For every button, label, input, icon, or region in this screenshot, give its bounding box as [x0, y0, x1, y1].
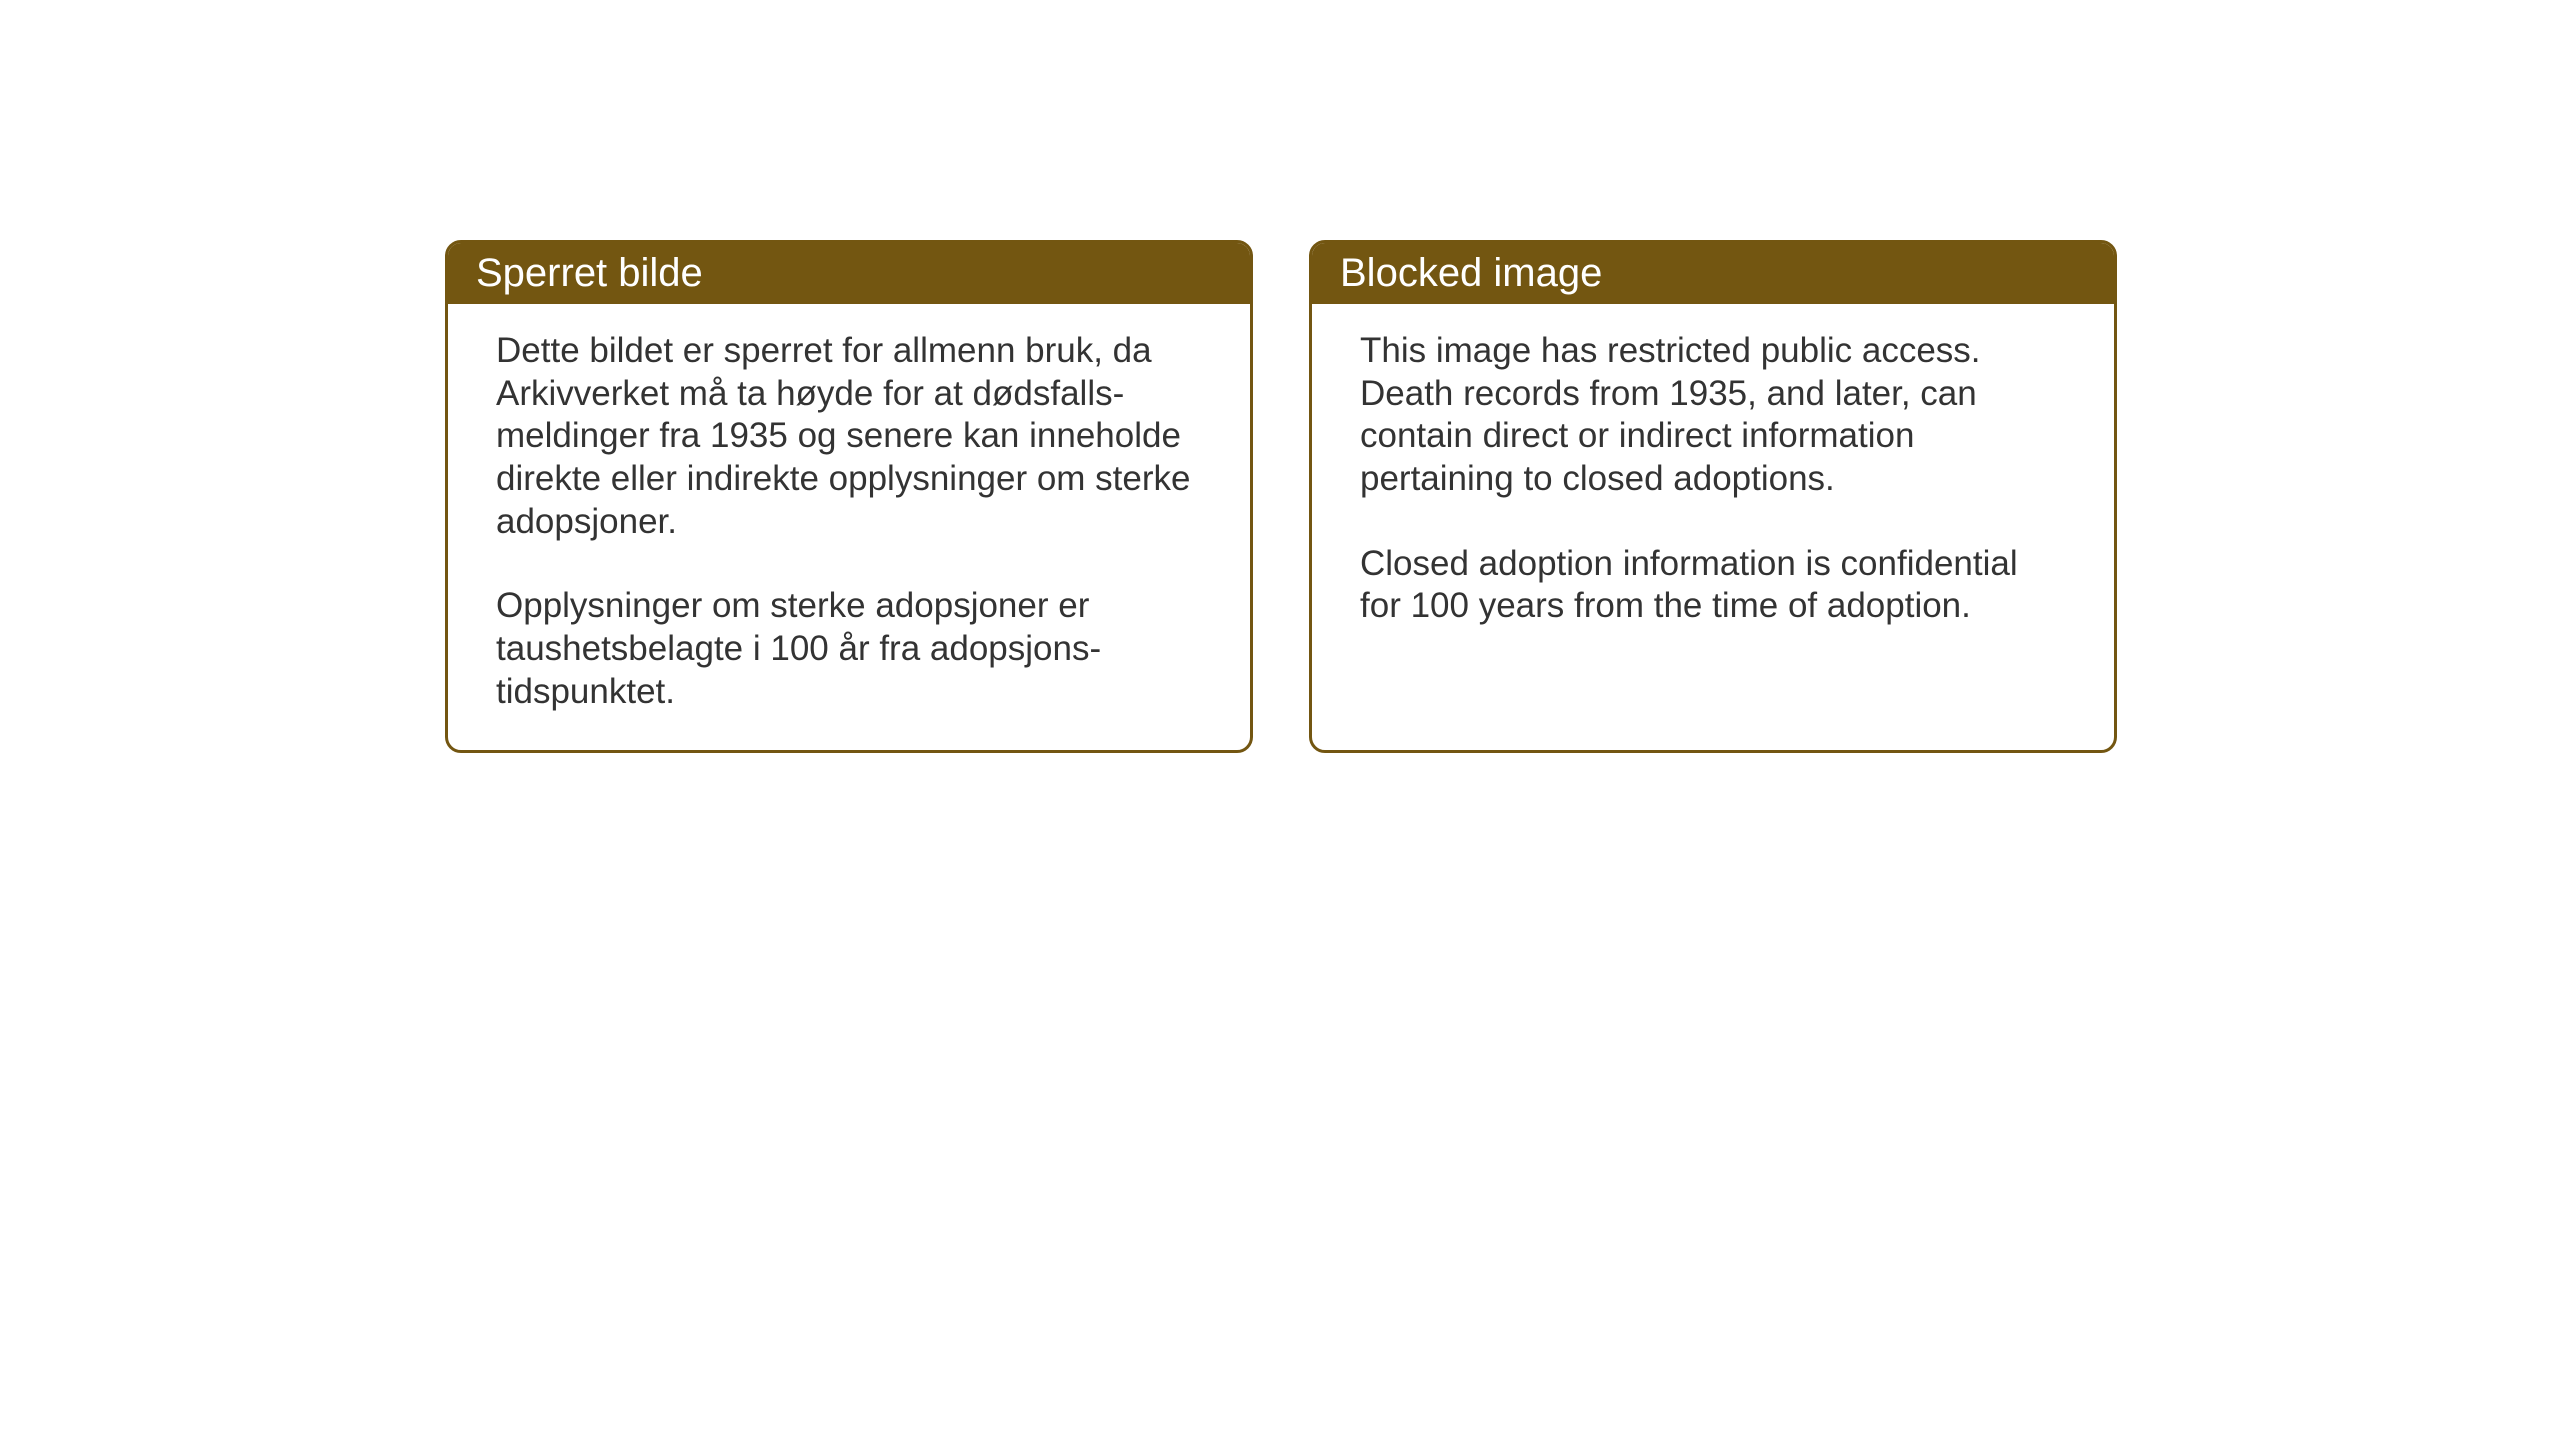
notice-header-norwegian: Sperret bilde: [448, 243, 1250, 304]
notice-paragraph-1-norwegian: Dette bildet er sperret for allmenn bruk…: [496, 330, 1202, 543]
notice-header-english: Blocked image: [1312, 243, 2114, 304]
notices-container: Sperret bilde Dette bildet er sperret fo…: [445, 240, 2560, 753]
notice-box-english: Blocked image This image has restricted …: [1309, 240, 2117, 753]
notice-body-english: This image has restricted public access.…: [1312, 304, 2114, 664]
notice-title-norwegian: Sperret bilde: [476, 251, 703, 295]
notice-title-english: Blocked image: [1340, 251, 1602, 295]
notice-paragraph-1-english: This image has restricted public access.…: [1360, 330, 2066, 501]
notice-body-norwegian: Dette bildet er sperret for allmenn bruk…: [448, 304, 1250, 750]
notice-box-norwegian: Sperret bilde Dette bildet er sperret fo…: [445, 240, 1253, 753]
notice-paragraph-2-norwegian: Opplysninger om sterke adopsjoner er tau…: [496, 585, 1202, 713]
notice-paragraph-2-english: Closed adoption information is confident…: [1360, 543, 2066, 628]
